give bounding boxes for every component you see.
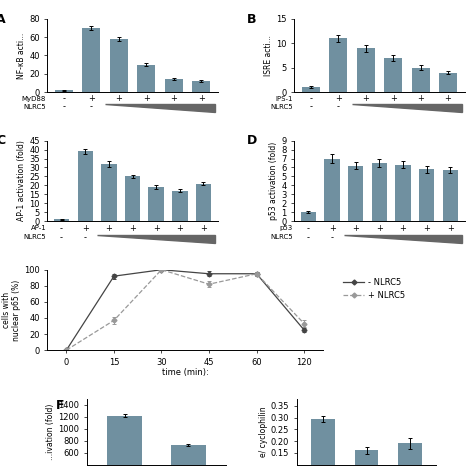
Bar — [439, 73, 457, 92]
Text: +: + — [447, 224, 454, 233]
Text: +: + — [200, 224, 207, 233]
Polygon shape — [352, 104, 462, 112]
Text: +: + — [176, 224, 183, 233]
Text: -: - — [307, 224, 310, 233]
Bar — [395, 165, 411, 221]
Text: +: + — [390, 94, 397, 103]
Text: +: + — [198, 94, 205, 103]
Y-axis label: NF-κB acti...: NF-κB acti... — [18, 32, 27, 79]
Text: +: + — [153, 224, 160, 233]
Text: +: + — [328, 224, 336, 233]
Bar — [372, 163, 387, 221]
Text: -: - — [63, 102, 65, 111]
Bar — [301, 212, 316, 221]
Text: D: D — [246, 134, 257, 147]
Bar — [110, 39, 128, 92]
Bar — [384, 58, 402, 92]
Text: -: - — [330, 233, 334, 242]
Bar — [302, 87, 319, 92]
Text: +: + — [423, 224, 430, 233]
Bar — [192, 81, 210, 92]
Bar — [348, 166, 364, 221]
Text: -: - — [309, 94, 312, 103]
Y-axis label: e/ cyclophilin: e/ cyclophilin — [259, 406, 268, 457]
Text: -: - — [90, 102, 93, 111]
Polygon shape — [105, 104, 215, 112]
Text: +: + — [400, 224, 407, 233]
Bar — [137, 64, 155, 92]
Y-axis label: ISRE acti...: ISRE acti... — [264, 35, 273, 76]
Y-axis label: p53 activation (fold): p53 activation (fold) — [270, 142, 279, 220]
Polygon shape — [344, 235, 462, 243]
X-axis label: time (min):: time (min): — [162, 368, 209, 377]
Bar — [82, 28, 100, 92]
Text: +: + — [417, 94, 424, 103]
Text: B: B — [246, 13, 256, 26]
Bar — [54, 219, 69, 221]
Text: -: - — [309, 102, 312, 111]
Bar — [419, 169, 434, 221]
Y-axis label: AP-1 activation (fold): AP-1 activation (fold) — [18, 140, 27, 221]
Text: MyD88: MyD88 — [22, 96, 46, 101]
Bar — [101, 164, 117, 221]
Bar — [196, 183, 211, 221]
Text: +: + — [129, 224, 136, 233]
Text: +: + — [335, 94, 342, 103]
Bar — [324, 158, 340, 221]
Bar — [55, 90, 73, 92]
Text: +: + — [352, 224, 359, 233]
Text: +: + — [143, 94, 150, 103]
Y-axis label: ...ivation (fold): ...ivation (fold) — [46, 403, 55, 460]
Bar — [411, 68, 429, 92]
Text: -: - — [307, 233, 310, 242]
Bar — [165, 79, 182, 92]
Text: +: + — [376, 224, 383, 233]
Text: F: F — [55, 399, 64, 412]
Text: NLRC5: NLRC5 — [24, 234, 46, 240]
Bar — [355, 450, 379, 474]
Text: -: - — [84, 233, 87, 242]
Text: A: A — [0, 13, 6, 26]
Bar — [311, 419, 335, 474]
Bar — [108, 416, 142, 474]
Text: +: + — [82, 224, 89, 233]
Polygon shape — [97, 235, 215, 243]
Text: +: + — [170, 94, 177, 103]
Bar — [148, 187, 164, 221]
Text: -: - — [60, 233, 63, 242]
Text: +: + — [105, 224, 112, 233]
Text: +: + — [115, 94, 122, 103]
Bar — [398, 443, 422, 474]
Bar — [443, 170, 458, 221]
Text: +: + — [445, 94, 451, 103]
Text: -: - — [60, 224, 63, 233]
Bar — [171, 445, 206, 474]
Text: +: + — [362, 94, 369, 103]
Legend: - NLRC5, + NLRC5: - NLRC5, + NLRC5 — [343, 278, 405, 300]
Text: NLRC5: NLRC5 — [270, 104, 293, 109]
Text: C: C — [0, 134, 5, 147]
Text: +: + — [88, 94, 95, 103]
Bar — [329, 38, 347, 92]
Bar — [172, 191, 188, 221]
Bar — [357, 48, 374, 92]
Text: p53: p53 — [280, 225, 293, 231]
Text: -: - — [337, 102, 340, 111]
Y-axis label: cells with
nuclear p65 (%): cells with nuclear p65 (%) — [2, 279, 21, 340]
Text: IPS-1: IPS-1 — [275, 96, 293, 101]
Text: NLRC5: NLRC5 — [23, 104, 46, 109]
Text: AP-1: AP-1 — [30, 225, 46, 231]
Text: NLRC5: NLRC5 — [271, 234, 293, 240]
Text: -: - — [63, 94, 65, 103]
Bar — [78, 151, 93, 221]
Bar — [125, 176, 140, 221]
